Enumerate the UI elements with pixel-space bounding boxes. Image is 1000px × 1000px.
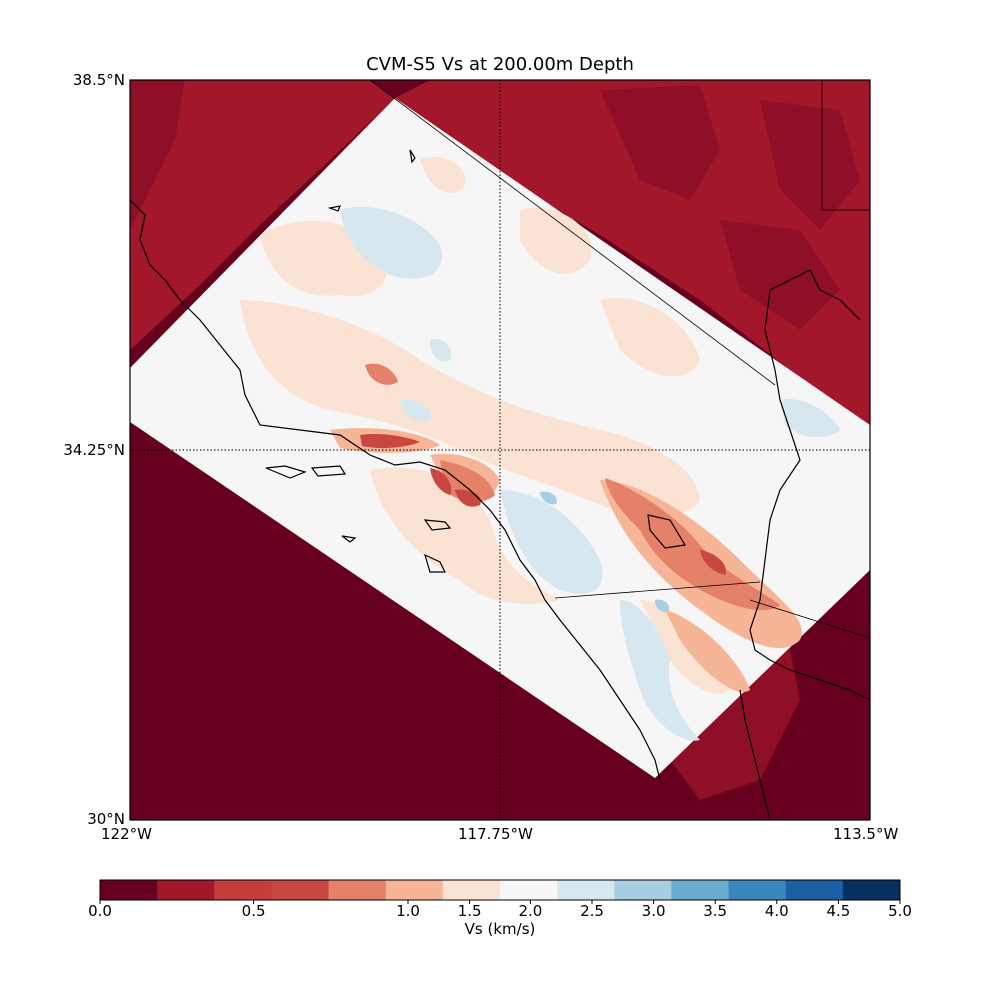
lat-label-bottom: 30°N (87, 810, 125, 828)
colorbar-tick-label: 4.5 (826, 902, 851, 920)
colorbar-tick-label: 3.5 (703, 902, 728, 920)
colorbar-swatch (728, 880, 787, 900)
colorbar-swatch (157, 880, 215, 900)
lon-label-mid: 117.75°W (458, 825, 533, 843)
colorbar-tick-label: 3.0 (641, 902, 666, 920)
colorbar-swatch (271, 880, 330, 900)
graticule (130, 80, 870, 820)
map-area (130, 80, 870, 820)
lat-label-top: 38.5°N (72, 71, 125, 89)
colorbar-ticks (99, 900, 901, 904)
colorbar-swatches (100, 880, 901, 900)
lon-label-left: 122°W (101, 825, 152, 843)
colorbar-swatch (614, 880, 672, 900)
lat-label-mid: 34.25°N (63, 441, 125, 459)
baja-coast (739, 689, 771, 820)
state-borders (369, 80, 870, 639)
colorbar-tick-label: 2.0 (518, 902, 543, 920)
colorbar-swatch (785, 880, 844, 900)
colorbar-frame (99, 879, 901, 901)
vs-fast-light (340, 206, 840, 741)
page-title: CVM-S5 Vs at 200.00m Depth (366, 54, 634, 75)
colorbar-swatch (100, 880, 158, 900)
colorbar-tick-label: 4.0 (764, 902, 789, 920)
colorbar-tick-label: 0.5 (241, 902, 266, 920)
lon-label-right: 113.5°W (833, 825, 899, 843)
colorbar-swatch (671, 880, 730, 900)
vs-fast-mid (540, 491, 670, 613)
map-frame (129, 79, 871, 821)
colorbar-swatch (385, 880, 444, 900)
colorbar-swatch (214, 880, 272, 900)
coastline (130, 199, 661, 781)
vs-slow-strong (365, 363, 780, 611)
colorbar-tick-label: 1.5 (457, 902, 482, 920)
colorbar-tick-label: 0.0 (88, 902, 112, 920)
colorbar-tick-label: 2.5 (580, 902, 604, 920)
colorbar-swatch (500, 880, 558, 900)
coastline-gulf (749, 269, 870, 701)
colorbar-tick-label: 5.0 (888, 902, 912, 920)
channel-islands (265, 149, 686, 573)
colorbar-swatch (442, 880, 501, 900)
colorbar-swatch (842, 880, 901, 900)
colorbar-swatch (328, 880, 387, 900)
colorbar-label: Vs (km/s) (464, 920, 536, 938)
colorbar-tick-label: 1.0 (396, 902, 420, 920)
colorbar-swatch (557, 880, 615, 900)
